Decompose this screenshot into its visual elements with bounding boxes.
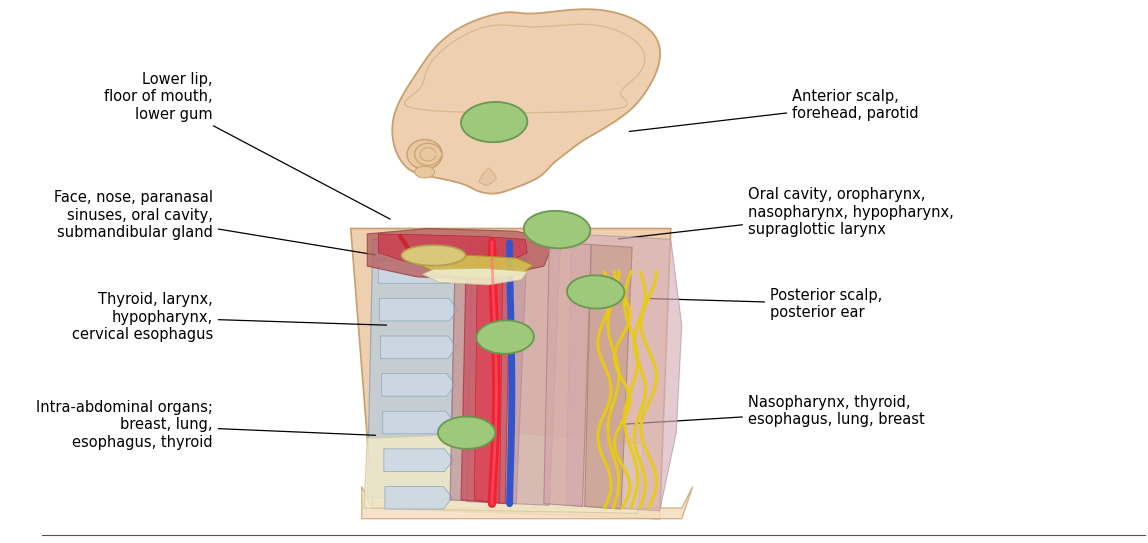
Polygon shape <box>385 487 452 509</box>
Polygon shape <box>364 433 643 513</box>
Text: Nasopharynx, thyroid,
esophagus, lung, breast: Nasopharynx, thyroid, esophagus, lung, b… <box>619 395 925 427</box>
Polygon shape <box>479 168 496 186</box>
Polygon shape <box>566 234 682 510</box>
Text: Thyroid, larynx,
hypopharynx,
cervical esophagus: Thyroid, larynx, hypopharynx, cervical e… <box>71 292 387 342</box>
Polygon shape <box>379 261 459 283</box>
Polygon shape <box>367 229 554 280</box>
Polygon shape <box>461 239 511 504</box>
Ellipse shape <box>408 140 442 169</box>
Ellipse shape <box>402 245 465 266</box>
Text: Face, nose, paranasal
sinuses, oral cavity,
submandibular gland: Face, nose, paranasal sinuses, oral cavi… <box>54 190 375 255</box>
Ellipse shape <box>414 166 435 178</box>
Text: Intra-abdominal organs;
breast, lung,
esophagus, thyroid: Intra-abdominal organs; breast, lung, es… <box>36 400 375 450</box>
Polygon shape <box>380 336 457 358</box>
Text: Posterior scalp,
posterior ear: Posterior scalp, posterior ear <box>646 288 883 320</box>
Polygon shape <box>417 255 533 278</box>
Polygon shape <box>367 239 456 500</box>
Polygon shape <box>362 487 692 519</box>
Polygon shape <box>379 234 527 266</box>
Polygon shape <box>466 239 560 506</box>
Polygon shape <box>383 449 453 471</box>
Polygon shape <box>584 245 633 509</box>
Polygon shape <box>544 242 591 507</box>
Polygon shape <box>351 229 670 519</box>
Polygon shape <box>422 268 527 285</box>
Text: Oral cavity, oropharynx,
nasopharynx, hypopharynx,
supraglottic larynx: Oral cavity, oropharynx, nasopharynx, hy… <box>619 187 954 239</box>
Polygon shape <box>393 9 660 194</box>
Polygon shape <box>379 298 458 321</box>
Polygon shape <box>450 239 527 504</box>
Ellipse shape <box>567 275 625 308</box>
Text: Anterior scalp,
forehead, parotid: Anterior scalp, forehead, parotid <box>629 89 918 131</box>
Ellipse shape <box>476 320 534 353</box>
Polygon shape <box>381 374 456 396</box>
Polygon shape <box>382 411 455 434</box>
Polygon shape <box>474 239 503 503</box>
Ellipse shape <box>461 102 527 142</box>
Ellipse shape <box>523 211 590 248</box>
Ellipse shape <box>437 416 495 449</box>
Text: Lower lip,
floor of mouth,
lower gum: Lower lip, floor of mouth, lower gum <box>104 72 390 219</box>
